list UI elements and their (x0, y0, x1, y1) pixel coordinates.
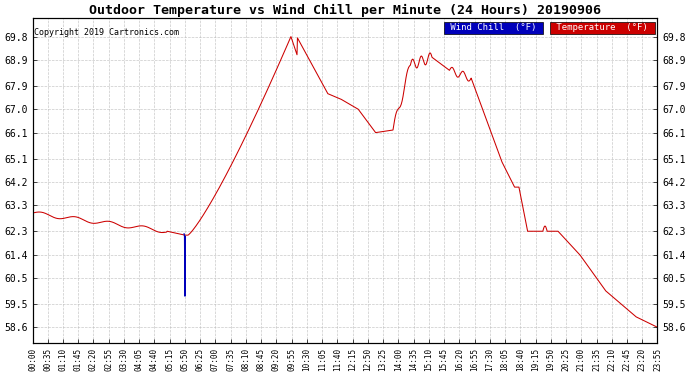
Text: Copyright 2019 Cartronics.com: Copyright 2019 Cartronics.com (34, 28, 179, 37)
Title: Outdoor Temperature vs Wind Chill per Minute (24 Hours) 20190906: Outdoor Temperature vs Wind Chill per Mi… (89, 4, 601, 17)
Text: Wind Chill  (°F): Wind Chill (°F) (445, 23, 542, 32)
Text: Temperature  (°F): Temperature (°F) (551, 23, 653, 32)
